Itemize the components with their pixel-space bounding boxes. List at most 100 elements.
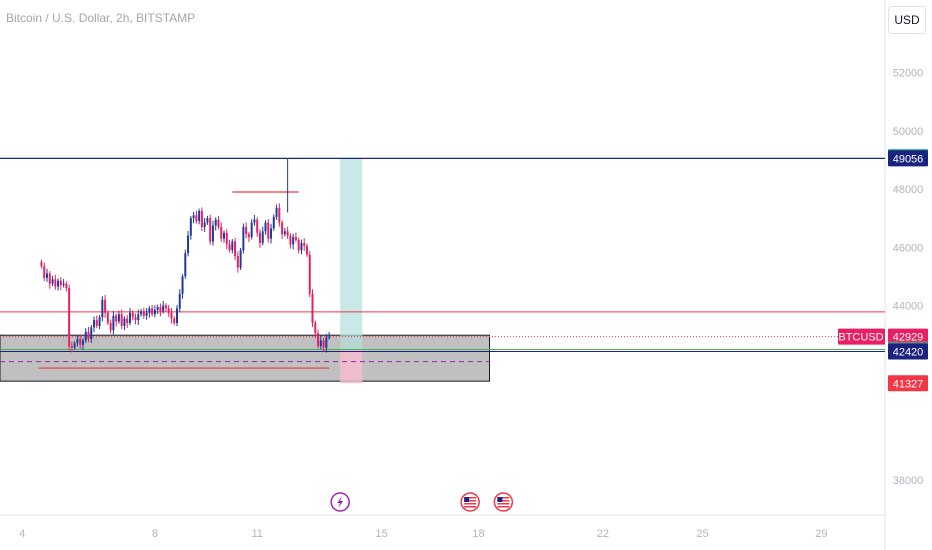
candle-body	[225, 232, 228, 245]
candle-body	[153, 309, 156, 315]
candle-body	[140, 311, 143, 315]
candle-body	[156, 306, 159, 310]
price-label-text: 49056	[893, 153, 924, 165]
candle-body	[46, 273, 49, 278]
candle-body	[250, 222, 253, 238]
candle-body	[319, 340, 322, 347]
candle-body	[81, 340, 84, 345]
candle-body	[247, 234, 250, 238]
lightning-icon	[330, 492, 350, 512]
candle-body	[223, 232, 226, 239]
candle-body	[131, 312, 134, 318]
x-tick-label: 29	[815, 528, 827, 540]
flag-stripe	[464, 503, 477, 505]
candle-body	[117, 314, 120, 322]
candle-body	[137, 314, 140, 321]
candle-body	[217, 219, 220, 227]
candle-body	[79, 338, 82, 345]
candle-body	[68, 288, 71, 347]
candle-body	[51, 279, 54, 284]
candle-body	[73, 343, 76, 348]
candle-body	[170, 312, 173, 319]
candle-body	[65, 283, 68, 289]
candle-body	[211, 225, 214, 242]
candle-body	[292, 237, 295, 245]
candle-body	[159, 306, 162, 312]
candle-body	[106, 312, 109, 323]
candle-body	[267, 222, 270, 239]
y-tick-label: 46000	[893, 242, 924, 254]
candle-body	[84, 331, 87, 341]
candle-body	[270, 228, 273, 239]
candle-body	[95, 320, 98, 326]
candle-body	[62, 283, 65, 286]
price-label	[888, 342, 928, 359]
candle-body	[303, 242, 306, 246]
symbol-label	[838, 328, 885, 345]
candle-body	[200, 210, 203, 227]
candle-body	[261, 231, 264, 243]
candle-body	[101, 299, 104, 318]
candle-body	[253, 219, 256, 223]
price-label	[888, 149, 928, 166]
price-label	[888, 328, 928, 345]
candle-body	[258, 232, 261, 243]
candle-body	[220, 226, 223, 239]
x-tick-label: 8	[152, 528, 158, 540]
candle-body	[184, 253, 187, 277]
candle-body	[189, 218, 192, 236]
candle-body	[151, 308, 154, 315]
countdown-label	[888, 344, 928, 359]
price-label-text: 49096	[893, 152, 924, 164]
candle-body	[198, 210, 201, 222]
candle-body	[231, 241, 234, 251]
candle-body	[314, 322, 317, 334]
flag-stripe	[497, 506, 510, 508]
target-box	[340, 158, 363, 351]
price-label-text: 41327	[893, 378, 924, 390]
candle-body	[98, 317, 101, 326]
x-tick-label: 18	[472, 528, 484, 540]
price-label	[888, 375, 928, 392]
candle-body	[234, 241, 237, 257]
candle-body	[48, 273, 51, 284]
price-label-text: 42929	[893, 332, 924, 344]
chart-title: Bitcoin / U.S. Dollar, 2h, BITSTAMP	[6, 11, 196, 25]
x-tick-label: 15	[376, 528, 388, 540]
flag-stripe	[497, 500, 510, 502]
candle-body	[109, 322, 112, 331]
price-label	[888, 343, 928, 360]
candle-body	[126, 318, 129, 323]
candle-body	[195, 215, 198, 222]
candle-body	[40, 261, 43, 267]
candle-body	[142, 311, 145, 316]
candle-body	[145, 312, 148, 316]
candle-body	[328, 336, 331, 338]
candle-body	[57, 280, 60, 287]
candle-body	[76, 338, 79, 344]
demand-zone	[0, 334, 491, 382]
flag-stripe	[464, 506, 477, 508]
us-flag-icon	[493, 492, 514, 512]
candle-body	[59, 280, 62, 286]
currency-button[interactable]: USD	[888, 6, 926, 34]
candle-body	[178, 293, 181, 309]
candle-body	[87, 331, 90, 339]
candle-body	[294, 237, 297, 241]
candle-body	[305, 245, 308, 255]
lightning-bolt	[337, 496, 344, 508]
stop-box	[340, 350, 363, 384]
flag-stripe	[497, 497, 510, 499]
candle-body	[176, 308, 178, 323]
x-tick-label: 11	[251, 528, 262, 540]
y-tick-label: 50000	[893, 126, 924, 138]
candle-body	[322, 340, 325, 348]
candle-body	[300, 242, 303, 251]
flag-stripe	[464, 500, 477, 502]
candle-body	[228, 244, 231, 251]
candle-body	[281, 222, 284, 235]
candle-body	[134, 317, 137, 321]
flag-canton	[464, 497, 470, 502]
